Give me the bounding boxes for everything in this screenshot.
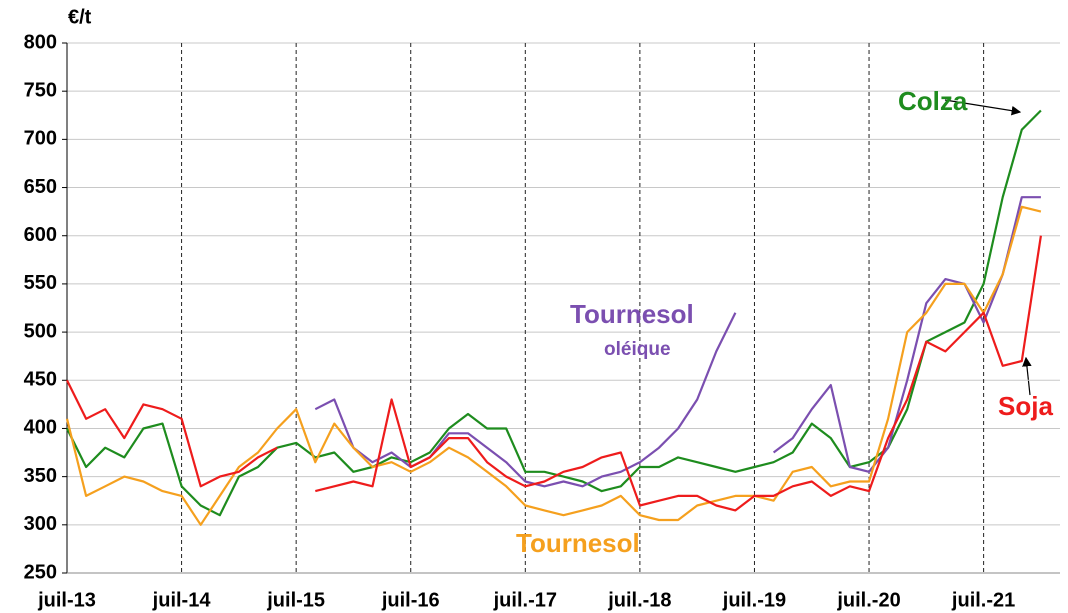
y-tick-label: 400 <box>24 417 57 439</box>
y-tick-label: 750 <box>24 79 57 101</box>
annotation: Tournesol <box>516 528 640 558</box>
y-tick-label: 250 <box>24 561 57 583</box>
y-tick-label: 600 <box>24 224 57 246</box>
unit-label: €/t <box>68 6 92 28</box>
x-tick-label: juil.-19 <box>722 589 786 611</box>
series-line <box>65 205 1042 526</box>
arrow <box>944 99 1022 116</box>
x-tick-label: juil.-20 <box>836 589 900 611</box>
y-tick-label: 800 <box>24 31 57 53</box>
series-line <box>772 196 1041 473</box>
series-line <box>315 235 1042 512</box>
annotation: oléique <box>604 339 671 360</box>
annotation: Tournesol <box>570 299 694 329</box>
x-tick-label: juil-14 <box>152 589 212 611</box>
arrow <box>1022 356 1032 396</box>
annotation: Soja <box>998 391 1053 421</box>
annotation: Colza <box>898 86 968 116</box>
x-tick-label: juil.-18 <box>607 589 671 611</box>
y-tick-label: 350 <box>24 465 57 487</box>
x-tick-label: juil-13 <box>37 589 96 611</box>
y-tick-label: 550 <box>24 272 57 294</box>
y-tick-label: 650 <box>24 176 57 198</box>
series-line <box>314 312 737 488</box>
x-tick-label: juil.-21 <box>951 589 1015 611</box>
x-tick-label: juil.-17 <box>493 589 557 611</box>
y-tick-label: 300 <box>24 513 57 535</box>
series-line <box>66 379 278 488</box>
y-tick-label: 500 <box>24 320 57 342</box>
x-tick-label: juil-16 <box>381 589 440 611</box>
y-tick-label: 700 <box>24 128 57 150</box>
series-line <box>66 109 1042 517</box>
y-tick-label: 450 <box>24 369 57 391</box>
x-tick-label: juil-15 <box>266 589 325 611</box>
